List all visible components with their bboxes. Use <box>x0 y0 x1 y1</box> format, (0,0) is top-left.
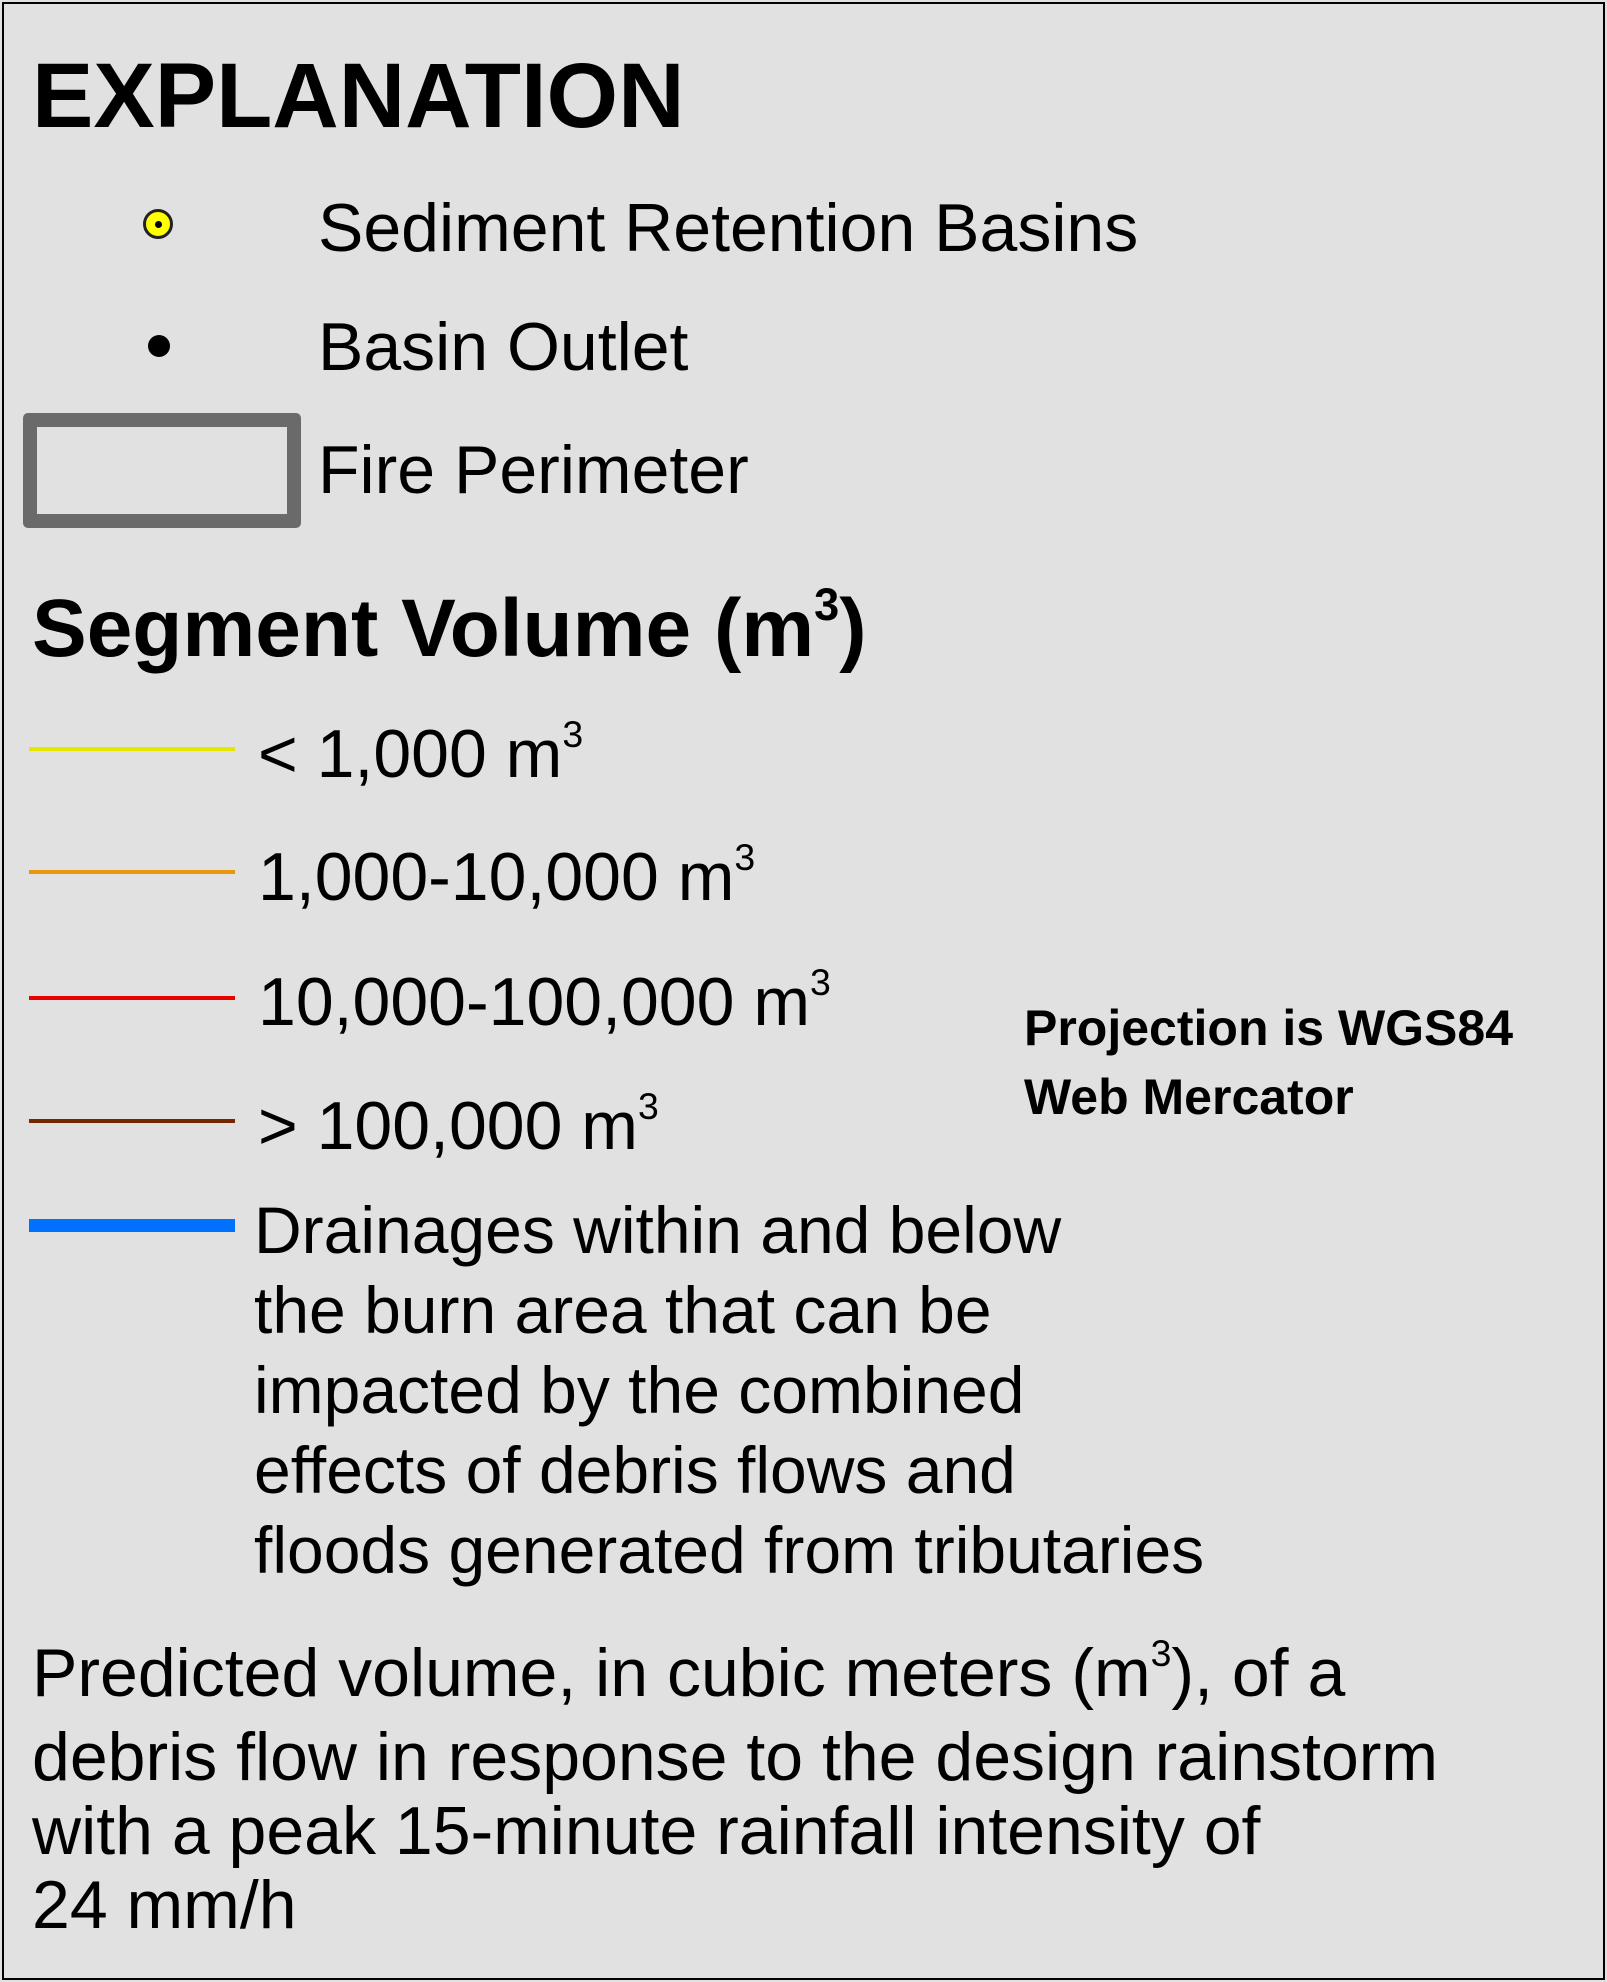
volume-label-gt-100000: > 100,000 m3 <box>258 1087 659 1160</box>
drainage-description: Drainages within and below the burn area… <box>254 1193 1205 1587</box>
volume-line-lt-1000 <box>29 747 235 751</box>
volume-line-gt-100000 <box>29 1119 235 1123</box>
volume-note-sup: 3 <box>1150 1632 1172 1675</box>
legend-title: EXPLANATION <box>32 45 685 147</box>
basin-outlet-icon <box>148 335 170 357</box>
volume-note: Predicted volume, in cubic meters (m3), … <box>32 1632 1592 1943</box>
volume-label-10000-100000-text: 10,000-100,000 m <box>258 964 810 1040</box>
volume-label-1000-10000-text: 1,000-10,000 m <box>258 839 735 915</box>
volume-label-lt-1000-sup: 3 <box>562 713 584 756</box>
sediment-basins-label: Sediment Retention Basins <box>318 190 1139 266</box>
volume-label-lt-1000: < 1,000 m3 <box>258 715 583 788</box>
volume-label-gt-100000-sup: 3 <box>637 1085 659 1128</box>
volume-note-part-2: ), of a debris flow in response to the d… <box>32 1635 1439 1943</box>
drainage-line <box>29 1219 235 1232</box>
segment-volume-title-sup: 3 <box>814 578 840 630</box>
volume-label-lt-1000-text: < 1,000 m <box>258 716 563 792</box>
fire-perimeter-label: Fire Perimeter <box>318 432 749 508</box>
volume-label-1000-10000: 1,000-10,000 m3 <box>258 838 755 911</box>
projection-line-2: Web Mercator <box>1024 1069 1354 1125</box>
volume-line-10000-100000 <box>29 996 235 1000</box>
volume-label-gt-100000-text: > 100,000 m <box>258 1088 638 1164</box>
volume-label-10000-100000: 10,000-100,000 m3 <box>258 963 831 1036</box>
segment-volume-title: Segment Volume (m3) <box>32 582 867 670</box>
volume-label-10000-100000-sup: 3 <box>809 961 831 1004</box>
basin-center-dot <box>154 220 162 228</box>
volume-note-part-1: Predicted volume, in cubic meters (m <box>32 1635 1151 1711</box>
projection-line-1: Projection is WGS84 <box>1024 1000 1514 1056</box>
segment-volume-title-text: Segment Volume (m <box>32 583 815 674</box>
basin-outlet-label: Basin Outlet <box>318 309 689 385</box>
sediment-basin-icon <box>143 209 173 239</box>
volume-label-1000-10000-sup: 3 <box>734 836 756 879</box>
segment-volume-title-close: ) <box>839 583 867 674</box>
fire-perimeter-icon <box>23 413 301 528</box>
volume-line-1000-10000 <box>29 870 235 874</box>
